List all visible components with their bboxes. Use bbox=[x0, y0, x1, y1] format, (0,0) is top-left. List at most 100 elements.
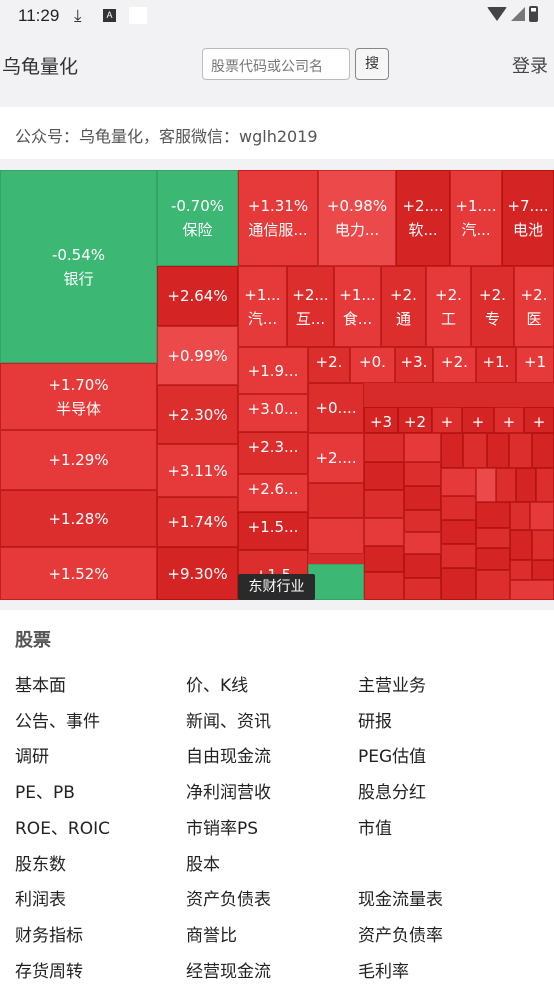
treemap-tile[interactable] bbox=[476, 528, 510, 548]
treemap-tile[interactable]: +1.29% bbox=[0, 430, 157, 490]
menu-item[interactable]: 市销率PS bbox=[186, 818, 259, 839]
treemap-tile[interactable] bbox=[404, 486, 441, 510]
treemap-tile[interactable] bbox=[308, 518, 364, 554]
treemap-tile[interactable]: +2. bbox=[308, 347, 350, 383]
treemap-tile[interactable] bbox=[496, 468, 516, 502]
treemap-tile[interactable] bbox=[404, 554, 441, 578]
treemap-tile[interactable] bbox=[441, 433, 463, 468]
treemap-tile[interactable]: +1.31% 通信服... bbox=[238, 170, 318, 266]
treemap-tile[interactable] bbox=[487, 433, 509, 468]
treemap-tile[interactable] bbox=[510, 502, 530, 530]
treemap-tile[interactable] bbox=[404, 532, 441, 554]
treemap-tile[interactable]: +1.70% 半导体 bbox=[0, 363, 157, 430]
menu-item[interactable]: 现金流量表 bbox=[358, 890, 443, 911]
menu-item[interactable]: 价、K线 bbox=[186, 676, 249, 696]
menu-item[interactable]: PE、PB bbox=[15, 783, 75, 804]
brand-title[interactable]: 乌龟量化 bbox=[2, 56, 79, 78]
treemap-tile[interactable] bbox=[364, 572, 404, 600]
menu-item[interactable]: 新闻、资讯 bbox=[186, 711, 271, 732]
treemap-tile[interactable]: +2.30% bbox=[157, 385, 238, 444]
treemap-tile[interactable]: +1... 汽... bbox=[238, 266, 287, 347]
menu-item[interactable]: 主营业务 bbox=[358, 676, 426, 696]
menu-item[interactable]: 基本面 bbox=[15, 676, 66, 696]
treemap-tile[interactable]: +2. 医 bbox=[514, 266, 554, 347]
treemap-tile[interactable]: +2.... bbox=[308, 433, 364, 483]
menu-item[interactable]: 净利润营收 bbox=[186, 783, 271, 804]
menu-item[interactable]: 调研 bbox=[15, 747, 49, 768]
treemap-tile[interactable] bbox=[532, 530, 554, 560]
treemap-tile[interactable] bbox=[476, 548, 510, 570]
treemap-tile[interactable] bbox=[532, 433, 554, 468]
treemap-tile[interactable]: +1.... 汽... bbox=[450, 170, 502, 266]
treemap-tile[interactable]: +1.9... bbox=[238, 347, 308, 394]
menu-item[interactable]: 自由现金流 bbox=[186, 747, 271, 768]
treemap-tile[interactable]: +1 bbox=[516, 347, 554, 383]
menu-item[interactable]: 公告、事件 bbox=[15, 711, 100, 732]
treemap-tile[interactable]: -0.70% 保险 bbox=[157, 170, 238, 266]
treemap-tile[interactable] bbox=[308, 483, 364, 518]
treemap-tile[interactable]: +2 bbox=[398, 407, 432, 433]
treemap-tile[interactable]: + bbox=[432, 407, 462, 433]
menu-item[interactable]: 资产负债表 bbox=[186, 890, 271, 911]
treemap-tile[interactable] bbox=[476, 502, 510, 528]
treemap-tile[interactable]: +3 bbox=[364, 407, 398, 433]
menu-item[interactable]: 财务指标 bbox=[15, 925, 83, 946]
treemap-tile[interactable] bbox=[516, 468, 536, 502]
treemap-tile[interactable]: +3. bbox=[395, 347, 433, 383]
treemap-tile[interactable]: +2.... 软... bbox=[396, 170, 450, 266]
menu-item[interactable]: PEG估值 bbox=[358, 747, 427, 768]
treemap-tile[interactable]: +0.98% 电力... bbox=[318, 170, 396, 266]
treemap-tile[interactable]: +1.28% bbox=[0, 490, 157, 547]
treemap-tile[interactable]: + bbox=[524, 407, 554, 433]
treemap-tile[interactable] bbox=[463, 433, 487, 468]
treemap-tile[interactable] bbox=[404, 433, 441, 462]
treemap-tile[interactable] bbox=[441, 520, 476, 544]
treemap-tile[interactable]: +1.5... bbox=[238, 512, 308, 550]
treemap-tile[interactable] bbox=[404, 578, 441, 600]
treemap-tile[interactable] bbox=[364, 546, 404, 572]
search-input[interactable]: 股票代码或公司名 bbox=[202, 48, 350, 80]
treemap-tile[interactable] bbox=[364, 462, 404, 490]
treemap-tile[interactable]: +1.74% bbox=[157, 497, 238, 547]
treemap-tile[interactable] bbox=[536, 468, 554, 502]
treemap-tile[interactable]: +2.64% bbox=[157, 266, 238, 326]
treemap-tile[interactable]: +1.52% bbox=[0, 547, 157, 600]
menu-item[interactable]: 股本 bbox=[186, 854, 220, 875]
treemap-tile[interactable] bbox=[476, 570, 510, 600]
menu-item[interactable]: 商誉比 bbox=[186, 925, 237, 946]
treemap-tile[interactable] bbox=[441, 496, 476, 520]
treemap-tile[interactable] bbox=[532, 560, 554, 580]
treemap-tile[interactable]: +2. 通 bbox=[381, 266, 426, 347]
treemap-tile[interactable]: +1... 食... bbox=[334, 266, 381, 347]
treemap-tile[interactable] bbox=[441, 568, 476, 600]
treemap-tile[interactable]: +9.30% bbox=[157, 547, 238, 600]
treemap-tile[interactable]: + bbox=[494, 407, 524, 433]
treemap-tile[interactable]: +3.0... bbox=[238, 394, 308, 432]
menu-item[interactable]: 市值 bbox=[358, 818, 392, 839]
treemap-tile[interactable] bbox=[404, 462, 441, 486]
treemap-tile[interactable] bbox=[441, 544, 476, 568]
treemap-tile[interactable] bbox=[476, 468, 496, 502]
treemap-tile[interactable]: +2. 工 bbox=[426, 266, 471, 347]
treemap-tile[interactable] bbox=[364, 433, 404, 462]
menu-item[interactable]: 毛利率 bbox=[358, 961, 409, 982]
menu-item[interactable]: ROE、ROIC bbox=[15, 818, 111, 839]
treemap-tile[interactable]: +3.11% bbox=[157, 444, 238, 497]
treemap-tile[interactable] bbox=[510, 560, 532, 580]
treemap-tile[interactable]: +2. 专 bbox=[471, 266, 514, 347]
menu-item[interactable]: 利润表 bbox=[15, 890, 66, 911]
treemap-tile[interactable] bbox=[510, 530, 532, 560]
treemap-tile[interactable]: +2. bbox=[433, 347, 476, 383]
treemap-tile[interactable] bbox=[530, 502, 554, 530]
treemap-tile[interactable] bbox=[404, 510, 441, 532]
treemap-tile[interactable]: +2... 互... bbox=[287, 266, 334, 347]
treemap-tile[interactable]: +1. bbox=[476, 347, 516, 383]
treemap-tile[interactable] bbox=[509, 433, 532, 468]
menu-item[interactable]: 资产负债率 bbox=[358, 925, 443, 946]
treemap-tile[interactable]: +7.... 电池 bbox=[502, 170, 554, 266]
treemap-tile[interactable] bbox=[364, 490, 404, 518]
treemap-tile[interactable]: +0.99% bbox=[157, 326, 238, 385]
treemap-tile[interactable] bbox=[364, 518, 404, 546]
search-button[interactable]: 搜 bbox=[355, 48, 389, 80]
menu-item[interactable]: 存货周转 bbox=[15, 961, 83, 982]
